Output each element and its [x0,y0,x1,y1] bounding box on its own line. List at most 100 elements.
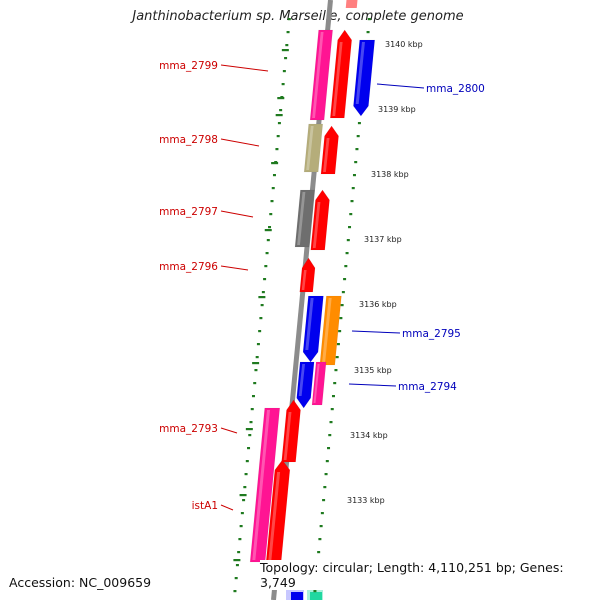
gene-mma-2798-block-shine [306,126,314,170]
gene-mma-2794-pink-shine [313,364,320,403]
tick-guide-outer [352,174,356,177]
scale-tick [281,49,289,52]
gene-mma-2794-pink [311,361,327,406]
accession-text: Accession: NC_009659 [9,575,152,590]
gene-mma-2799-block-shine [312,32,324,118]
gene-leader-line [351,330,401,334]
gene-label-left: mma_2799 [159,60,218,72]
tick-guide-inner [253,382,257,385]
tick-guide-outer [319,525,323,528]
tick-guide-inner [284,57,288,60]
tick-guide-outer [320,512,324,515]
tick-guide-inner [247,447,251,450]
scale-tick-label: 3133 kbp [347,496,385,505]
tick-guide-inner [245,460,249,463]
tick-guide-inner [240,512,244,515]
tick-guide-outer [351,187,355,190]
bottom-edge-feature [310,592,322,600]
gene-mma-2797-block-shine [297,192,306,245]
tick-guide-inner [256,343,260,346]
tick-guide-inner [277,122,281,125]
tick-guide-inner [235,564,239,567]
scale-tick-label: 3136 kbp [359,300,397,309]
gene-label-left: mma_2798 [159,134,218,146]
gene-mma-2793-block-shine [252,410,270,560]
gene-mma-2797-arrow [310,189,330,251]
gene-leader-line [220,504,234,511]
tick-guide-inner [265,252,269,255]
tick-guide-outer [313,590,317,593]
gene-label-right: mma_2794 [398,381,457,393]
tick-guide-inner [275,148,279,151]
tick-guide-outer [329,421,333,424]
gene-mma-2800-arrow [353,39,376,117]
tick-guide-inner [271,187,275,190]
tick-guide-outer [340,304,344,307]
tick-guide-inner [285,44,289,47]
tick-guide-inner [234,577,238,580]
tick-guide-outer [367,18,371,21]
tick-guide-inner [260,304,264,307]
gene-mma-2798-arrow-shine [323,138,330,172]
tick-guide-outer [350,200,354,203]
tick-guide-inner [233,590,237,593]
scale-tick-label: 3137 kbp [364,235,402,244]
scale-tick [277,97,285,100]
gene-mma-2799-arrow-shine [332,42,343,116]
tick-guide-outer [323,486,327,489]
gene-mma-2797-arrow-shine [312,202,321,248]
topology-info-text: Topology: circular; Length: 4,110,251 bp… [260,560,600,590]
scale-tick [239,494,247,497]
tick-guide-outer [355,148,359,151]
gene-label-left: mma_2796 [159,261,218,273]
scale-tick [233,559,241,562]
tick-guide-outer [322,499,326,502]
tick-guide-outer [356,135,360,138]
scale-tick [271,162,279,165]
tick-guide-outer [318,538,322,541]
tick-guide-outer [366,31,370,34]
tick-guide-outer [336,343,340,346]
bottom-edge-feature [291,592,303,600]
gene-leader-line [220,210,254,218]
tick-guide-inner [270,200,274,203]
tick-guide-inner [269,213,273,216]
tick-guide-inner [238,538,242,541]
tick-guide-outer [343,278,347,281]
tick-guide-inner [261,291,265,294]
gene-mma-2793-arrow [281,399,301,463]
gene-label-left: mma_2793 [159,423,218,435]
tick-guide-inner [251,395,255,398]
tick-guide-inner [282,70,286,73]
tick-guide-inner [243,486,247,489]
tick-guide-outer [331,395,335,398]
gene-label-left: mma_2797 [159,206,218,218]
gene-mma-2796-arrow [299,257,316,293]
tick-guide-inner [259,317,263,320]
tick-guide-inner [287,18,291,21]
tick-guide-inner [263,278,267,281]
tick-guide-outer [324,473,328,476]
tick-guide-outer [349,213,353,216]
gene-leader-line [348,383,397,387]
tick-guide-outer [325,460,329,463]
tick-guide-outer [357,122,361,125]
gene-mma-2797-block [294,189,315,248]
gene-label-left: istA1 [192,500,218,512]
gene-istA1-arrow-shine [268,472,281,560]
gene-leader-line [376,83,425,89]
tick-guide-outer [348,226,352,229]
gene-mma-2798-block [303,123,324,173]
gene-mma-2800-arrow-shine [355,42,365,104]
tick-guide-outer [339,317,343,320]
tick-guide-inner [244,473,248,476]
gene-mma-2795-blue-shine [305,298,314,350]
gene-mma-2795-orange [319,295,342,366]
tick-guide-outer [346,239,350,242]
tick-guide-outer [330,408,334,411]
tick-guide-inner [248,434,252,437]
tick-guide-inner [255,356,259,359]
gene-label-right: mma_2795 [402,328,461,340]
tick-guide-inner [279,109,283,112]
tick-guide-inner [286,31,290,34]
